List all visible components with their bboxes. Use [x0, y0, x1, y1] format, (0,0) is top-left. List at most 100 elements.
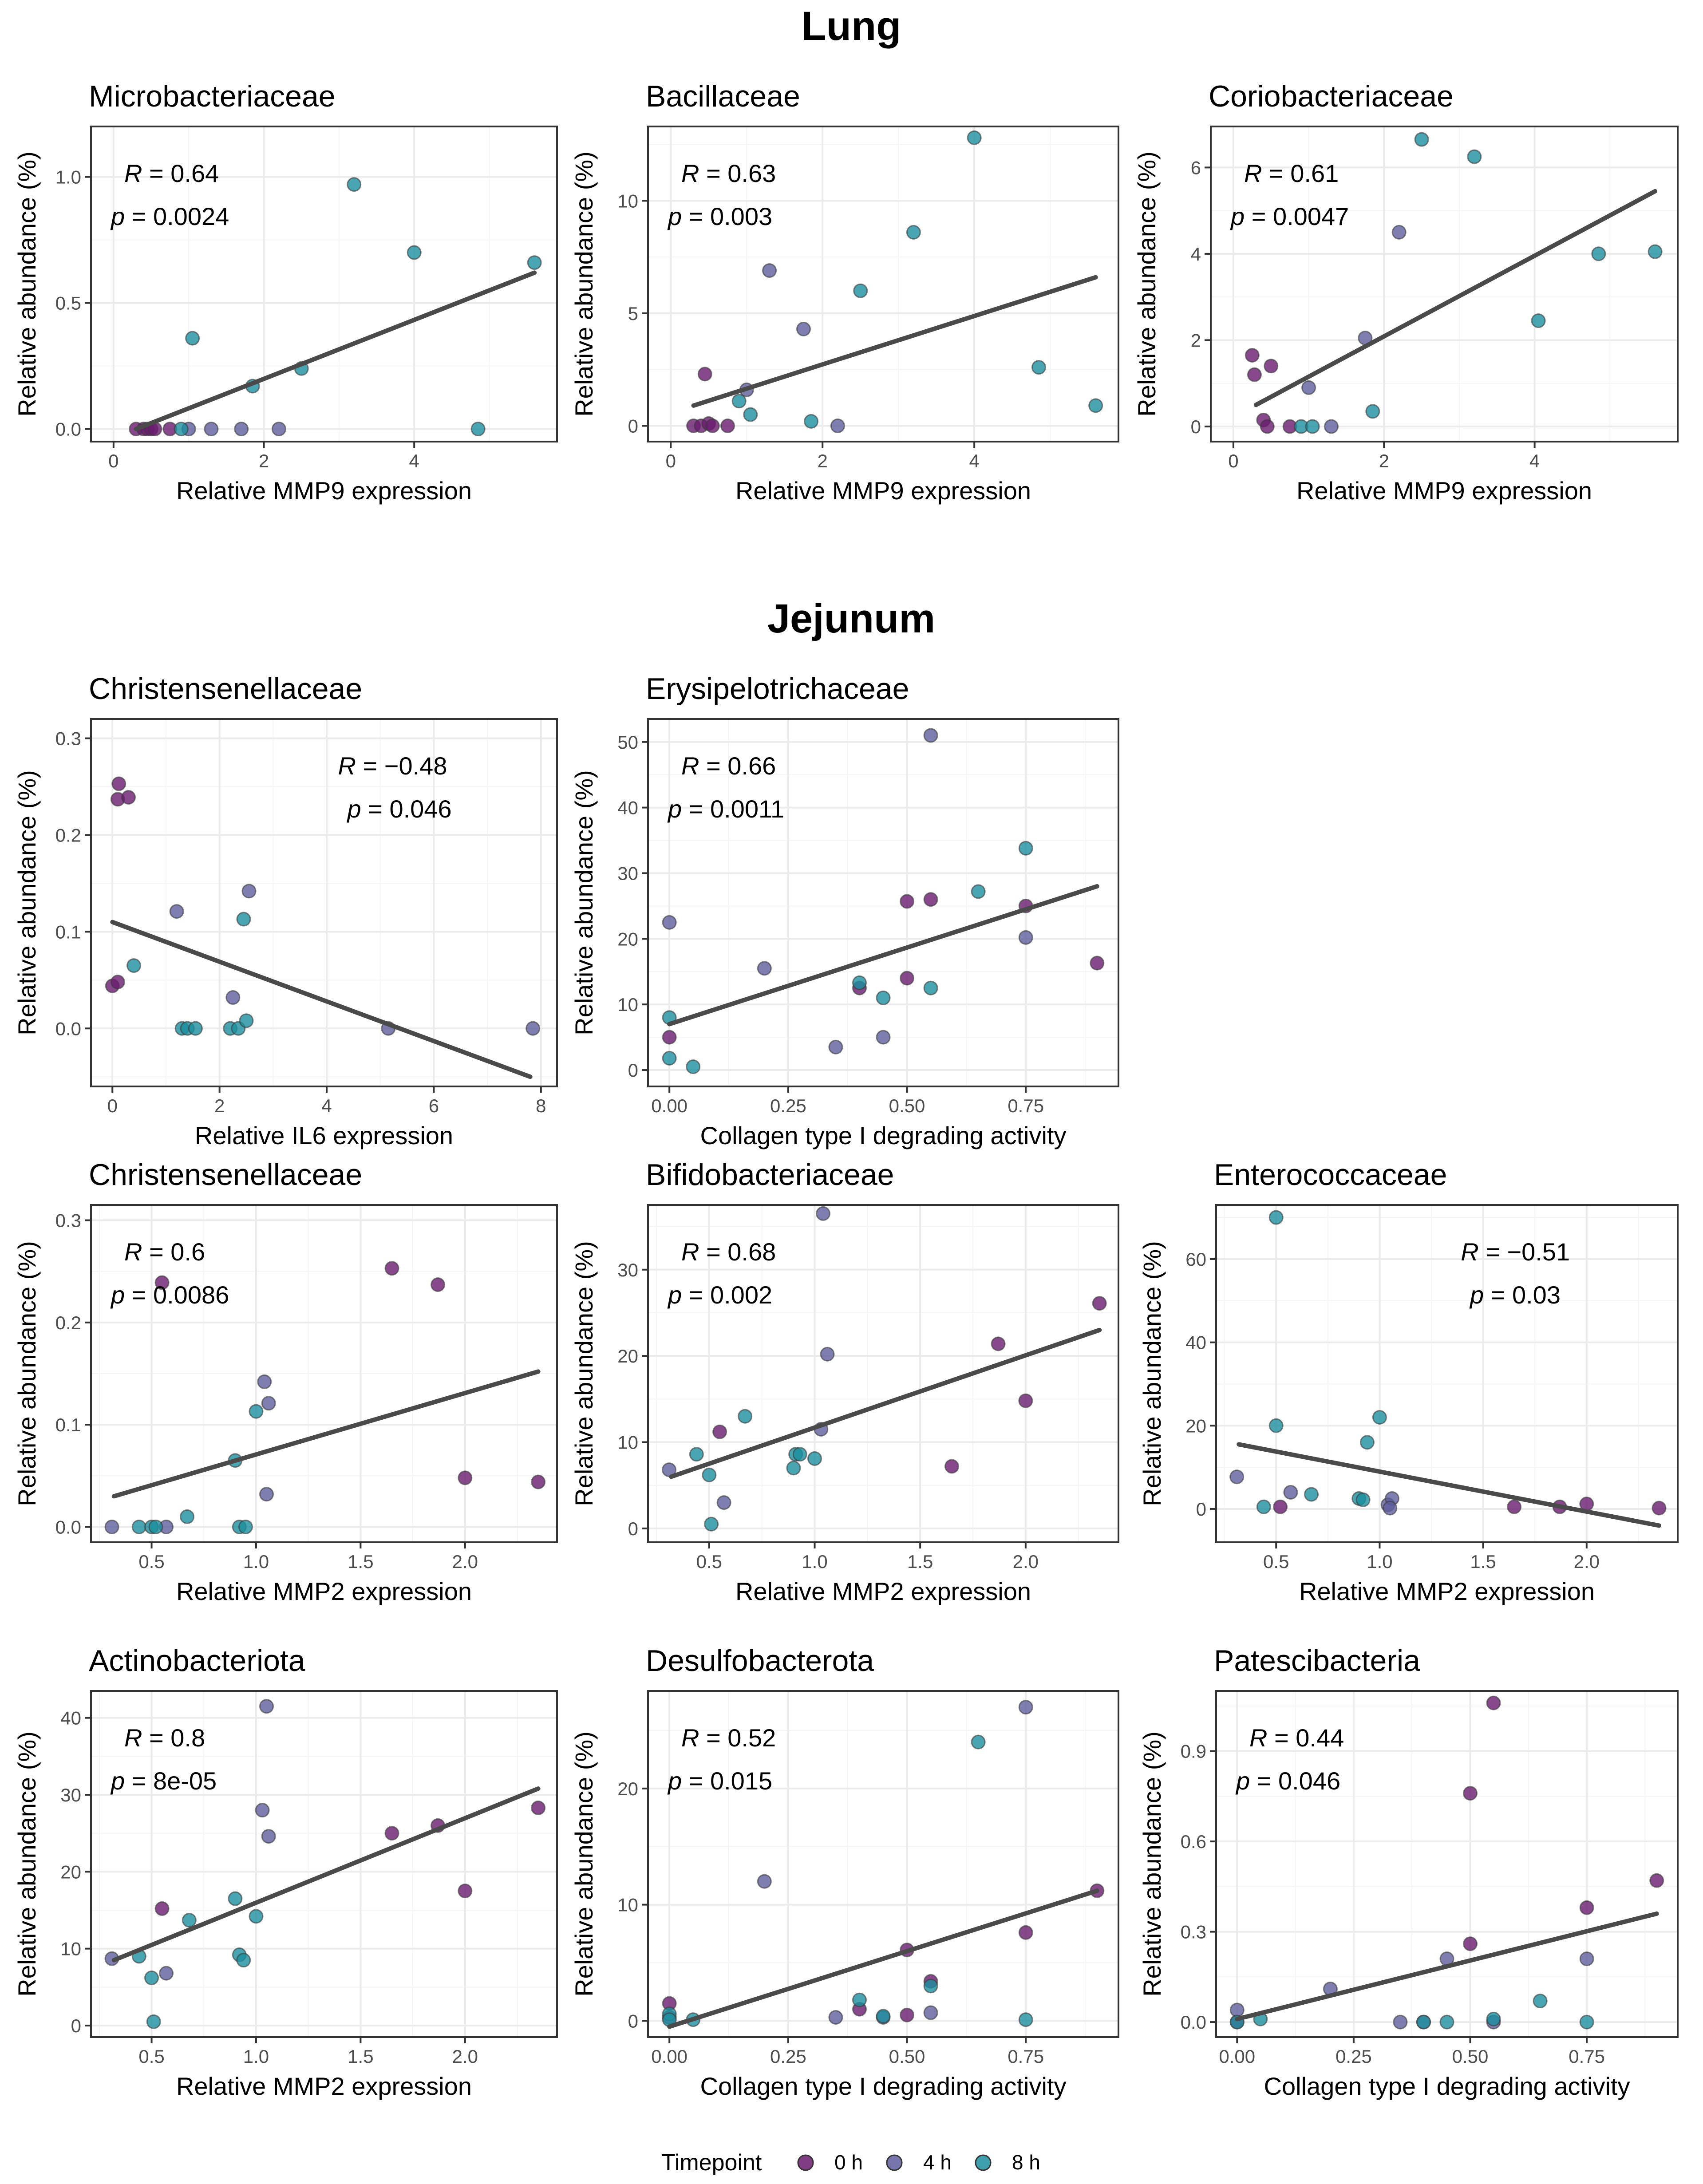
grid — [1216, 1205, 1678, 1542]
y-tick-label: 0 — [1191, 416, 1201, 437]
y-tick-label: 0.0 — [55, 1517, 81, 1537]
stat-p: p = 0.015 — [667, 1767, 772, 1795]
x-tick-label: 1.0 — [243, 2046, 269, 2067]
x-tick-label: 4 — [969, 450, 979, 471]
data-point-8h — [923, 980, 938, 995]
y-axis-label: Relative abundance (%) — [13, 770, 41, 1035]
x-axis-label: Collagen type I degrading activity — [1264, 2072, 1630, 2100]
points — [105, 776, 541, 1036]
x-tick-label: 0.50 — [889, 1095, 925, 1116]
data-point-8h — [704, 1517, 719, 1532]
x-tick-label: 0.5 — [138, 2046, 164, 2067]
data-point-8h — [249, 1909, 264, 1924]
stat-p-symbol: p — [667, 795, 682, 823]
stat-p: p = 8e-05 — [110, 1767, 217, 1795]
data-point-8h — [239, 1013, 254, 1028]
y-tick-label: 10 — [60, 1939, 81, 1959]
stat-r-value: = 0.66 — [699, 752, 776, 780]
stat-p-symbol: p — [110, 202, 125, 230]
data-point-4h — [259, 1487, 274, 1502]
plot-border — [647, 1690, 1119, 2038]
data-point-4h — [830, 419, 845, 433]
data-point-4h — [271, 422, 286, 437]
data-point-0h — [1090, 956, 1105, 971]
data-point-4h — [261, 1829, 276, 1844]
stat-r: R = −0.51 — [1461, 1238, 1570, 1266]
y-tick-label: 0.3 — [1181, 1922, 1206, 1943]
stat-r: R = 0.8 — [124, 1724, 205, 1752]
data-point-8h — [1439, 2014, 1454, 2030]
data-point-8h — [1416, 2014, 1431, 2030]
data-point-0h — [1507, 1499, 1522, 1514]
data-point-8h — [1304, 1487, 1319, 1502]
panel-bifidobacteriaceae: 0.5 1.0 1.5 2.0 0 10 20 30 Bifidobacteriaceae Rel… — [570, 1158, 1119, 1605]
plot-border — [1210, 126, 1679, 442]
data-point-8h — [249, 1404, 264, 1419]
data-point-4h — [1229, 1469, 1245, 1485]
data-point-8h — [228, 1891, 243, 1906]
stat-r: R = 0.61 — [1244, 159, 1339, 187]
grid — [1216, 1691, 1678, 2037]
y-tick-label: 0.3 — [55, 1210, 81, 1231]
stat-p: p = 0.0011 — [667, 795, 784, 823]
data-point-4h — [816, 1206, 831, 1221]
y-axis-label: Relative abundance (%) — [570, 1241, 598, 1506]
stat-r-value: = 0.52 — [699, 1724, 776, 1752]
data-point-8h — [188, 1021, 203, 1036]
data-point-8h — [347, 177, 362, 192]
plot-border — [90, 126, 558, 442]
y-tick-label: 0.2 — [55, 825, 81, 845]
stat-p-value: = 0.0047 — [1245, 202, 1349, 230]
x-tick-label: 0.75 — [1569, 2046, 1605, 2067]
stat-r-value: = 0.64 — [142, 159, 219, 187]
plot-area — [648, 1205, 1118, 1542]
regression-line — [691, 275, 1098, 408]
data-point-4h — [923, 2005, 938, 2020]
plot-border — [90, 718, 558, 1087]
data-point-8h — [1486, 2011, 1501, 2026]
data-point-8h — [1256, 1499, 1271, 1514]
data-point-4h — [1391, 225, 1407, 240]
y-tick-label: 0.0 — [55, 419, 81, 440]
stat-r-symbol: R — [1461, 1238, 1478, 1266]
y-axis-label: Relative abundance (%) — [1138, 1241, 1166, 1506]
stat-p: p = 0.0086 — [110, 1281, 229, 1309]
y-tick-label: 0 — [628, 1060, 638, 1081]
stat-p-value: = 0.015 — [682, 1767, 772, 1795]
y-tick-label: 20 — [1185, 1415, 1206, 1436]
panel-title: Christensenellaceae — [89, 672, 362, 706]
y-tick-label: 30 — [60, 1785, 81, 1805]
data-point-4h — [796, 321, 811, 336]
regression-line — [667, 1888, 1099, 2029]
stat-p: p = 0.0047 — [1230, 202, 1349, 230]
data-point-0h — [705, 419, 720, 433]
data-point-0h — [697, 367, 712, 382]
data-point-0h — [1018, 1393, 1033, 1408]
data-point-8h — [853, 283, 868, 298]
data-point-4h — [159, 1966, 174, 1981]
data-point-8h — [804, 414, 819, 429]
data-point-8h — [792, 1447, 807, 1462]
data-point-0h — [458, 1884, 473, 1899]
regression-line — [1235, 1911, 1659, 2022]
stat-p-symbol: p — [347, 795, 361, 823]
plot-border — [647, 1204, 1119, 1543]
points — [104, 1699, 546, 2029]
stat-p: p = 0.003 — [667, 202, 772, 230]
x-tick-label: 2 — [818, 450, 828, 471]
y-tick-label: 0.1 — [55, 921, 81, 942]
data-point-0h — [1463, 1786, 1478, 1801]
x-tick-label: 1.0 — [802, 1551, 827, 1572]
stat-p: p = 0.046 — [1235, 1767, 1340, 1795]
panel-title: Bacillaceae — [646, 79, 800, 113]
data-point-4h — [820, 1347, 835, 1362]
x-tick-label: 2.0 — [452, 2046, 478, 2067]
stat-r-symbol: R — [124, 159, 142, 187]
legend-marker-8h — [975, 2154, 992, 2171]
y-tick-label: 10 — [617, 190, 638, 211]
stat-r: R = 0.63 — [681, 159, 776, 187]
stat-r: R = 0.66 — [681, 752, 776, 780]
data-point-0h — [1463, 1936, 1478, 1951]
stat-p-symbol: p — [1230, 202, 1245, 230]
stat-p: p = 0.0024 — [110, 202, 229, 230]
